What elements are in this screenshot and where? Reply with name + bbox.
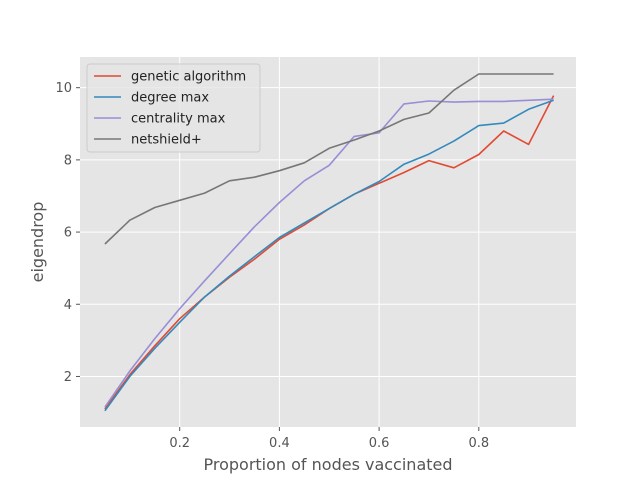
x-tick-label: 0.6 xyxy=(369,436,390,451)
y-tick-label: 8 xyxy=(64,153,72,168)
x-tick-label: 0.2 xyxy=(169,436,190,451)
legend-label-genetic-algorithm: genetic algorithm xyxy=(131,70,246,85)
y-tick-label: 6 xyxy=(64,226,72,241)
series-line-degree-max xyxy=(104,99,554,412)
ticks: 0.2 0.4 0.6 0.8 2 4 6 8 10 xyxy=(55,81,489,451)
legend-label-centrality-max: centrality max xyxy=(131,112,226,127)
legend-label-degree-max: degree max xyxy=(131,91,209,106)
x-tick-label: 0.8 xyxy=(468,436,489,451)
x-axis-label: Proportion of nodes vaccinated xyxy=(203,455,452,474)
legend: genetic algorithm degree max centrality ma… xyxy=(86,63,261,153)
x-tick-label: 0.4 xyxy=(269,436,290,451)
series-line-netshield xyxy=(104,73,554,245)
y-tick-label: 4 xyxy=(64,298,72,313)
series-line-centrality-max xyxy=(104,98,554,408)
legend-label-netshield: netshield+ xyxy=(131,133,202,148)
y-tick-label: 2 xyxy=(64,370,72,385)
legend-box xyxy=(86,63,261,153)
y-tick-label: 10 xyxy=(55,81,72,96)
y-axis-label: eigendrop xyxy=(28,202,47,283)
series-lines xyxy=(104,73,555,412)
